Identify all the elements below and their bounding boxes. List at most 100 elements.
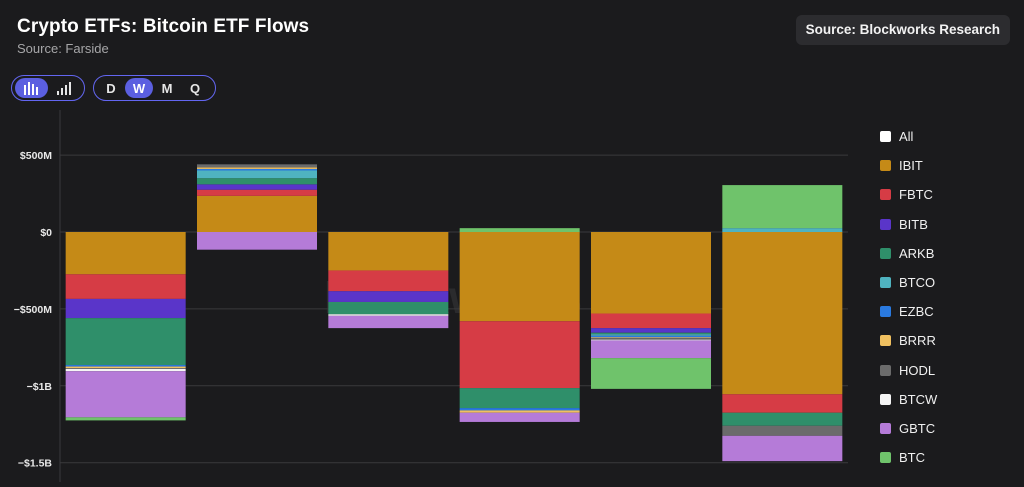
bar-segment-hodl[interactable] (591, 338, 711, 340)
legend-label: BTC (899, 450, 925, 466)
legend-swatch (880, 306, 891, 318)
interval-month-button[interactable]: M (161, 80, 173, 96)
bar-segment-hodl[interactable] (197, 164, 317, 168)
bar-segment-arkb[interactable] (65, 318, 186, 366)
bar-segment-gbtc[interactable] (459, 412, 580, 422)
bar-segment-bitb[interactable] (591, 328, 711, 333)
legend-item-fbtc[interactable]: FBTC (880, 180, 937, 209)
bar-segment-fbtc[interactable] (722, 394, 843, 413)
legend-item-hodl[interactable]: HODL (880, 356, 937, 385)
y-tick-label: −$1.5B (18, 458, 53, 470)
interval-quarter-button[interactable]: Q (189, 80, 201, 96)
bar-segment-btco[interactable] (722, 228, 843, 232)
bar-segment-ezbc[interactable] (197, 168, 317, 171)
bar-segment-brrr[interactable] (591, 337, 711, 339)
y-tick-label: $500M (20, 150, 52, 162)
legend-swatch (880, 131, 891, 143)
legend-label: FBTC (899, 187, 933, 203)
y-tick-label: −$500M (14, 304, 52, 316)
bar-segment-brrr[interactable] (459, 410, 580, 413)
bar-segment-btcw[interactable] (65, 368, 186, 372)
interval-week-button[interactable]: W (125, 78, 153, 98)
legend-label: BRRR (899, 333, 936, 349)
bar-segment-ibit[interactable] (459, 232, 580, 322)
legend-swatch (880, 160, 891, 172)
bar-segment-fbtc[interactable] (328, 270, 449, 292)
legend-swatch (880, 422, 891, 434)
legend-item-brrr[interactable]: BRRR (880, 326, 937, 355)
bar-segment-bitb[interactable] (328, 291, 449, 302)
legend-item-btco[interactable]: BTCO (880, 268, 937, 297)
legend-swatch (880, 247, 891, 259)
signal-bars-toggle-button[interactable] (48, 78, 81, 98)
bar-segment-ibit[interactable] (722, 232, 843, 395)
legend-label: All (899, 129, 914, 145)
legend-swatch (880, 452, 891, 464)
legend-swatch (880, 218, 891, 230)
legend-label: EZBC (899, 304, 934, 320)
y-tick-label: $0 (40, 227, 52, 239)
legend-item-all[interactable]: All (880, 122, 937, 151)
bar-segment-btc[interactable] (459, 228, 580, 232)
bar-segment-ezbc[interactable] (459, 408, 580, 411)
bar-segment-ibit[interactable] (65, 232, 186, 275)
bar-segment-bitb[interactable] (197, 184, 317, 190)
legend-item-ibit[interactable]: IBIT (880, 151, 937, 180)
bar-segment-arkb[interactable] (722, 412, 843, 426)
bar-segment-hodl[interactable] (722, 425, 843, 436)
bar-segment-fbtc[interactable] (197, 189, 317, 196)
legend-label: HODL (899, 362, 936, 378)
legend-swatch (880, 277, 891, 289)
bar-segment-ibit[interactable] (328, 232, 449, 271)
bar-segment-bitb[interactable] (65, 298, 186, 319)
bar-segment-fbtc[interactable] (65, 274, 186, 299)
bar-segment-gbtc[interactable] (65, 371, 186, 418)
bar-segment-btcw[interactable] (591, 339, 711, 341)
legend-swatch (880, 364, 891, 376)
bar-segment-ezbc[interactable] (591, 335, 711, 338)
bar-segment-btc[interactable] (722, 185, 843, 229)
bar-segment-ibit[interactable] (197, 195, 317, 232)
chart-area: Blockworks $500M$0−$500M−$1B−$1.5BOct 19… (0, 110, 1024, 487)
bar-segment-ibit[interactable] (591, 232, 711, 314)
legend-label: GBTC (899, 420, 936, 436)
bar-segment-btco[interactable] (197, 170, 317, 179)
bar-segment-btco[interactable] (591, 334, 711, 336)
bar-chart-toggle-button[interactable] (15, 78, 48, 98)
source-button[interactable]: Source: Blockworks Research (795, 15, 1010, 45)
legend-item-gbtc[interactable]: GBTC (880, 414, 937, 443)
bar-segment-arkb[interactable] (197, 178, 317, 185)
legend-item-btc[interactable]: BTC (880, 443, 937, 472)
chart-type-toggle (11, 75, 85, 101)
legend-swatch (880, 393, 891, 405)
interval-day-button[interactable]: D (106, 80, 116, 96)
legend-item-ezbc[interactable]: EZBC (880, 297, 937, 326)
bar-segment-arkb[interactable] (459, 388, 580, 409)
legend-item-arkb[interactable]: ARKB (880, 239, 937, 268)
page-subtitle: Source: Farside (17, 41, 109, 56)
bar-segment-ezbc[interactable] (65, 365, 186, 367)
bar-segment-gbtc[interactable] (328, 315, 449, 329)
bar-segment-fbtc[interactable] (591, 313, 711, 329)
bar-segment-btc[interactable] (591, 358, 711, 389)
bar-segment-btc[interactable] (65, 417, 186, 421)
bar-segment-arkb[interactable] (591, 332, 711, 335)
legend-label: BITB (899, 216, 928, 232)
bar-segment-arkb[interactable] (328, 301, 449, 315)
legend-swatch (880, 335, 891, 347)
bar-segment-gbtc[interactable] (722, 435, 843, 462)
bar-segment-hodl[interactable] (65, 368, 186, 369)
bar-segment-fbtc[interactable] (459, 321, 580, 389)
bar-chart-icon (23, 82, 38, 95)
page-title: Crypto ETFs: Bitcoin ETF Flows (17, 16, 310, 37)
legend-item-bitb[interactable]: BITB (880, 210, 937, 239)
bar-segment-brrr[interactable] (65, 366, 186, 369)
legend-item-btcw[interactable]: BTCW (880, 385, 937, 414)
bar-segment-btcw[interactable] (328, 314, 449, 316)
bar-segment-gbtc[interactable] (197, 232, 317, 250)
legend-swatch (880, 189, 891, 201)
bitcoin-etf-flows-chart: Blockworks $500M$0−$500M−$1B−$1.5BOct 19… (14, 110, 848, 487)
legend-label: IBIT (899, 158, 923, 174)
bar-segment-gbtc[interactable] (591, 340, 711, 359)
bar-segment-brrr[interactable] (197, 167, 317, 169)
